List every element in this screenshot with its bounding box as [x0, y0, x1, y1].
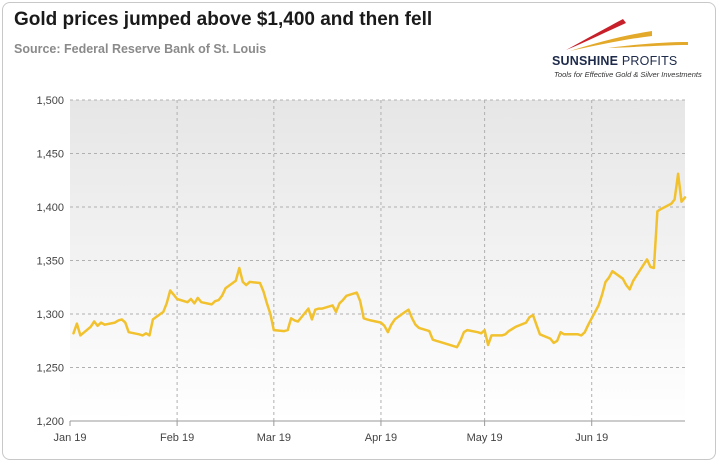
y-tick-label: 1,300: [36, 309, 64, 321]
logo-word-bold: SUNSHINE: [552, 54, 619, 68]
y-tick-label: 1,200: [36, 416, 64, 428]
x-tick-label: Feb 19: [160, 432, 194, 444]
logo-word-light: PROFITS: [621, 54, 678, 68]
logo-tagline: Tools for Effective Gold & Silver Invest…: [554, 70, 702, 79]
y-tick-label: 1,350: [36, 256, 64, 268]
x-axis: Jan 19 Feb 19 Mar 19 Apr 19 May 19 Jun 19: [53, 420, 685, 444]
y-tick-label: 1,450: [36, 149, 64, 161]
x-tick-label: Jan 19: [53, 432, 86, 444]
x-tick-label: May 19: [467, 432, 503, 444]
sunshine-profits-logo: SUNSHINE PROFITS Tools for Effective Gol…: [548, 14, 702, 84]
x-tick-label: Mar 19: [257, 432, 291, 444]
y-tick-label: 1,250: [36, 363, 64, 375]
y-tick-label: 1,400: [36, 202, 64, 214]
chart-source: Source: Federal Reserve Bank of St. Loui…: [14, 42, 267, 56]
x-tick-label: Apr 19: [365, 432, 397, 444]
x-tick-label: Jun 19: [575, 432, 608, 444]
logo-wordmark: SUNSHINE PROFITS: [552, 54, 677, 68]
gold-price-line: [72, 172, 687, 349]
series-layer: [72, 172, 687, 349]
chart-title: Gold prices jumped above $1,400 and then…: [14, 9, 433, 30]
grid-lines: [70, 99, 685, 421]
y-tick-label: 1,500: [36, 95, 64, 107]
y-axis: 1,200 1,250 1,300 1,350 1,400 1,450 1,500: [36, 95, 64, 428]
swoosh-icon: [566, 19, 688, 51]
